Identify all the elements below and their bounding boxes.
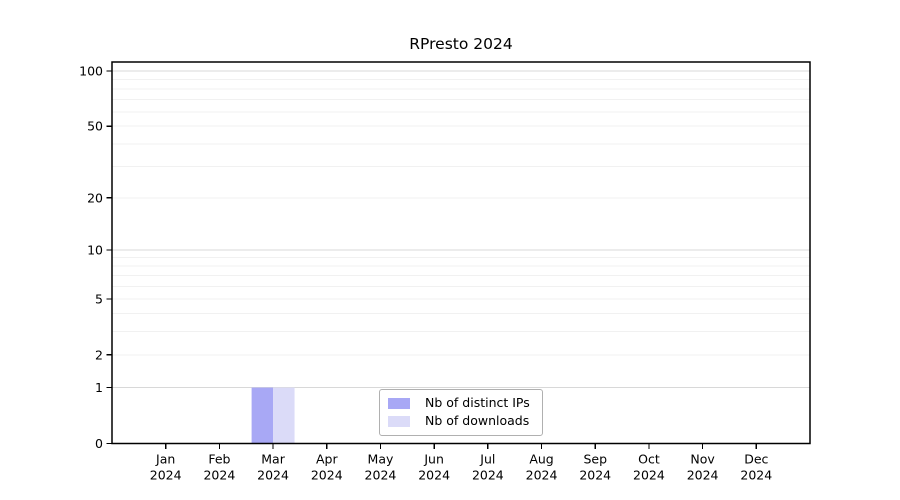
legend: Nb of distinct IPs Nb of downloads [379,389,543,436]
x-tick-label: Oct 2024 [633,452,665,483]
legend-swatch-distinct-ips [388,398,410,410]
x-tick-label: Sep 2024 [579,452,611,483]
plot-border [111,61,811,445]
x-tick-label: Feb 2024 [203,452,235,483]
x-tick-label: Apr 2024 [311,452,343,483]
legend-label-downloads: Nb of downloads [425,413,530,429]
legend-item-downloads: Nb of downloads [388,415,534,428]
y-tick-label: 0 [95,436,103,451]
x-tick-label: Aug 2024 [526,452,558,483]
x-tick-label: Mar 2024 [257,452,289,483]
legend-swatch-downloads [388,415,410,427]
x-tick-label: May 2024 [365,452,397,483]
x-tick-label: Dec 2024 [740,452,772,483]
bar-distinct-ips [251,387,274,444]
grid-layer [112,70,810,389]
y-tick-label: 1 [95,380,103,395]
y-tick-label: 100 [79,64,103,79]
bar-downloads [273,387,295,444]
y-tick-label: 2 [95,347,103,362]
x-tick-label: Jun 2024 [418,452,450,483]
x-tick-label: Jan 2024 [150,452,182,483]
chart-title: RPresto 2024 [409,35,512,53]
x-tick-label: Nov 2024 [687,452,719,483]
x-tick-label: Jul 2024 [472,452,504,483]
bars-layer [251,387,295,444]
legend-label-distinct-ips: Nb of distinct IPs [425,395,530,411]
y-tick-label: 20 [87,190,103,205]
axes-layer: 0 1 2 5 10 20 50 100 Jan 2024 Feb 2024 Mar 2024 Apr 202… [79,61,811,483]
y-tick-label: 50 [87,119,103,134]
legend-item-distinct-ips: Nb of distinct IPs [388,397,534,410]
y-tick-label: 10 [87,242,103,257]
y-tick-label: 5 [95,291,103,306]
